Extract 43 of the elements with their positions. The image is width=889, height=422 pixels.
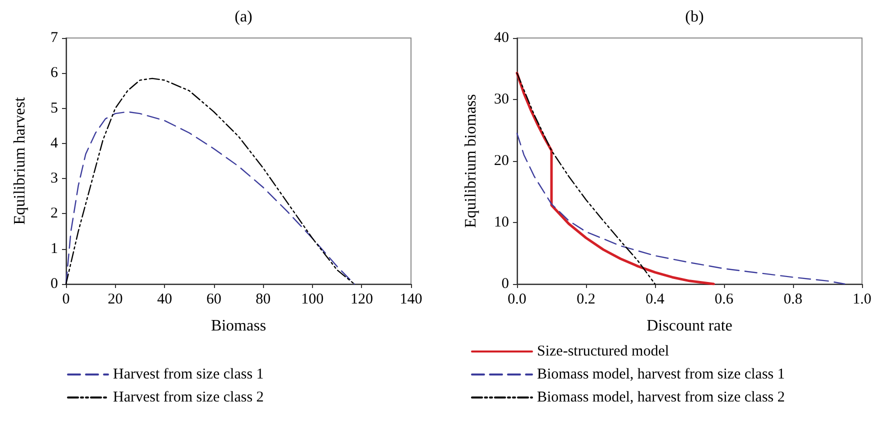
y-tick-label: 5 [50, 100, 58, 116]
x-tick-label: 0.6 [714, 292, 734, 308]
chart-title: (a) [234, 8, 252, 26]
y-axis-title: Equilibrium biomass [462, 94, 480, 228]
legend-label: Harvest from size class 1 [113, 366, 264, 382]
line-series [65, 111, 355, 285]
y-tick-label: 1 [50, 240, 58, 257]
x-tick-label: 0.4 [646, 292, 665, 308]
y-axis-title: Equilibrium harvest [12, 96, 28, 225]
x-tick-label: 60 [206, 292, 222, 308]
x-tick-label: 80 [256, 292, 271, 308]
line-series [516, 72, 715, 286]
y-tick-label: 0 [50, 276, 58, 292]
x-tick-label: 0 [62, 292, 70, 308]
y-tick-label: 0 [502, 276, 509, 292]
y-tick-label: 6 [50, 65, 58, 82]
chart-title: (b) [685, 8, 704, 26]
x-tick-label: 140 [400, 292, 422, 308]
y-tick-label: 7 [50, 30, 58, 46]
y-tick-label: 30 [494, 92, 509, 108]
line-series [516, 132, 846, 285]
y-tick-label: 2 [50, 206, 58, 222]
x-tick-label: 1.0 [852, 292, 872, 308]
x-tick-label: 0.0 [508, 292, 526, 308]
legend-label: Biomass model, harvest from size class 2 [537, 390, 785, 406]
x-tick-label: 40 [157, 292, 172, 308]
y-tick-label: 40 [494, 30, 509, 46]
y-tick-label: 4 [50, 135, 58, 152]
x-axis-title: Biomass [210, 318, 266, 334]
legend-label: Harvest from size class 2 [113, 390, 264, 406]
line-series [65, 78, 355, 285]
x-tick-label: 100 [301, 292, 324, 308]
line-series [516, 72, 656, 285]
legend-label: Biomass model, harvest from size class 1 [537, 366, 785, 382]
y-tick-label: 20 [494, 153, 509, 169]
x-tick-label: 0.2 [576, 292, 596, 308]
x-tick-label: 0.8 [784, 292, 802, 308]
legend-label: Size-structured model [537, 344, 670, 360]
x-tick-label: 120 [350, 292, 373, 308]
x-axis-title: Discount rate [646, 318, 732, 334]
y-tick-label: 3 [50, 170, 58, 187]
y-tick-label: 10 [494, 214, 509, 230]
x-tick-label: 20 [108, 292, 123, 308]
